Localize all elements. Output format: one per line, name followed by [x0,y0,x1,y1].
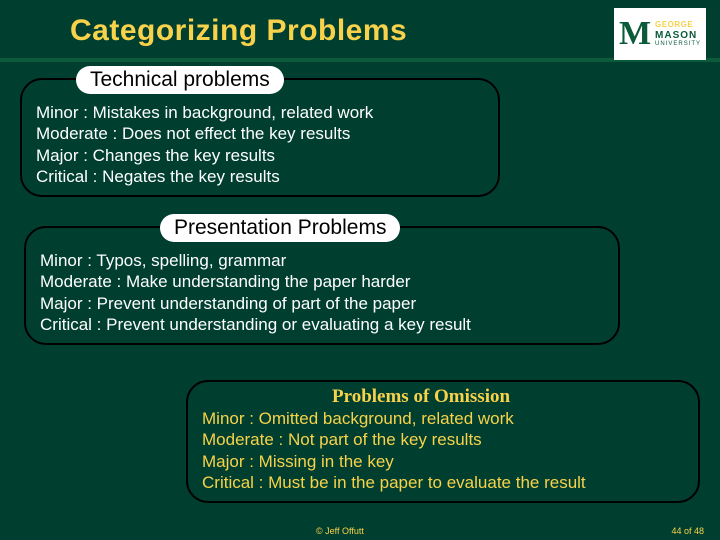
logo-line1: GEORGE [655,21,701,30]
box-header: Problems of Omission [332,382,510,408]
list-item: Moderate : Does not effect the key resul… [36,123,484,144]
list-item: Minor : Typos, spelling, grammar [40,250,604,271]
list-item: Critical : Prevent understanding or eval… [40,314,604,335]
slide-footer: © Jeff Offutt 44 of 48 [0,526,720,536]
box-problems-of-omission: Problems of Omission Minor : Omitted bac… [186,380,700,503]
logo-letter: M [619,17,651,51]
list-item: Minor : Omitted background, related work [202,408,684,429]
box-list: Minor : Mistakes in background, related … [36,102,484,187]
box-list: Minor : Typos, spelling, grammar Moderat… [40,250,604,335]
slide-header: Categorizing Problems M GEORGE MASON UNI… [0,0,720,62]
box-list: Minor : Omitted background, related work… [202,408,684,493]
box-header: Presentation Problems [160,214,400,242]
footer-copyright: © Jeff Offutt [316,526,364,536]
university-logo: M GEORGE MASON UNIVERSITY [614,8,706,60]
list-item: Moderate : Not part of the key results [202,429,684,450]
footer-page-number: 44 of 48 [671,526,704,536]
slide-title: Categorizing Problems [70,8,407,48]
box-header: Technical problems [76,66,284,94]
list-item: Major : Prevent understanding of part of… [40,293,604,314]
box-presentation-problems: Presentation Problems Minor : Typos, spe… [24,226,620,345]
list-item: Moderate : Make understanding the paper … [40,271,604,292]
list-item: Minor : Mistakes in background, related … [36,102,484,123]
list-item: Major : Changes the key results [36,145,484,166]
logo-line2: MASON [655,30,701,41]
list-item: Major : Missing in the key [202,451,684,472]
logo-line3: UNIVERSITY [655,41,701,48]
list-item: Critical : Negates the key results [36,166,484,187]
box-technical-problems: Technical problems Minor : Mistakes in b… [20,78,500,197]
list-item: Critical : Must be in the paper to evalu… [202,472,684,493]
